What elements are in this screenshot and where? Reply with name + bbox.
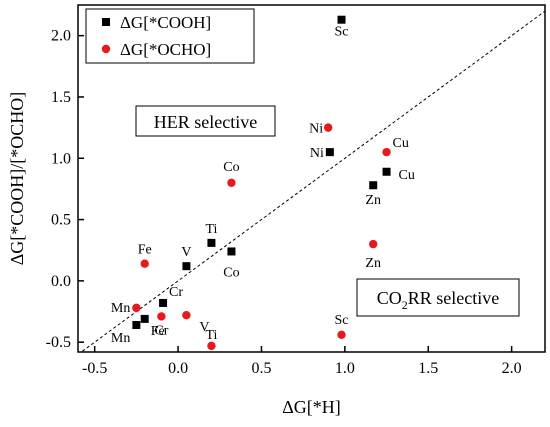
y-tick-label: 0.5 [51, 212, 71, 229]
cooh-point-marker [369, 181, 378, 190]
cooh-point-label: Ti [205, 222, 217, 237]
ocho-point-marker [369, 239, 378, 249]
ocho-point-marker [207, 341, 216, 351]
ocho-point-label: Cu [393, 136, 409, 151]
cooh-point-label: Ni [310, 146, 324, 161]
plot-content [80, 10, 545, 352]
ocho-point-label: Mn [111, 301, 130, 316]
cooh-point-label: Co [223, 265, 239, 280]
cooh-point-label: Cu [399, 168, 415, 183]
her-selective-box [135, 105, 276, 137]
x-axis-label: ΔG[*H] [282, 397, 341, 417]
cooh-point-marker [159, 298, 168, 307]
ocho-point-marker [323, 123, 333, 132]
legend-frame [85, 8, 255, 64]
x-tick-label: 0.0 [168, 360, 188, 377]
co2rr-selective-label: CO2RR selective [377, 288, 500, 312]
x-tick-label: 0.5 [251, 360, 271, 377]
ocho-point-marker [140, 259, 149, 268]
ocho-point-marker [382, 147, 391, 157]
cooh-point-marker [182, 262, 191, 271]
plot-frame [77, 4, 546, 353]
ocho-point-marker [182, 311, 191, 320]
y-tick-label: -0.5 [46, 334, 71, 351]
cooh-point-label: Sc [335, 25, 349, 40]
co2rr-subscript: 2 [402, 298, 408, 312]
diagonal-reference-line [80, 10, 545, 352]
co2rr-prefix: CO [377, 288, 402, 308]
ocho-point-label: Fe [138, 243, 152, 258]
ocho-point-label: Sc [335, 313, 349, 328]
legend-label-cooh: ΔG[*COOH] [120, 13, 211, 32]
ocho-point-label: Ti [205, 328, 217, 343]
y-axis-label: ΔG[*COOH]/[*OCHO] [7, 92, 27, 266]
her-selective-label: HER selective [154, 112, 257, 132]
legend-label-ocho: ΔG[*OCHO] [120, 40, 211, 59]
ocho-point-marker [132, 303, 141, 313]
y-tick-label: 1.5 [51, 89, 71, 106]
cooh-point-label: Zn [365, 193, 381, 208]
cooh-point-marker [227, 247, 236, 256]
axis-ticks: -0.5 0.0 0.5 1.0 1.5 2.0 -0.5 0.0 0.5 1.0 1.5 2.0 [46, 28, 522, 377]
cooh-point-marker [382, 167, 391, 176]
ocho-point-marker [227, 178, 236, 187]
cooh-point-marker [207, 238, 216, 247]
co2rr-selective-box [356, 278, 520, 317]
cooh-point-marker [132, 321, 141, 330]
cooh-point-label: Mn [111, 331, 130, 346]
ocho-point-label: Zn [365, 256, 381, 271]
y-tick-label: 0.0 [51, 273, 71, 290]
cooh-point-label: Cr [169, 285, 183, 300]
x-tick-label: 2.0 [502, 360, 522, 377]
cooh-point-label: V [181, 245, 191, 260]
co2rr-selective-annotation: CO2RR selective [356, 278, 520, 317]
her-selective-annotation: HER selective [135, 105, 276, 137]
y-tick-label: 1.0 [51, 150, 71, 167]
cooh-point-label: Fe [151, 324, 165, 339]
legend-square-marker [102, 18, 110, 26]
x-tick-label: 1.5 [418, 360, 438, 377]
x-tick-label: 1.0 [335, 360, 355, 377]
ocho-point-label: Co [223, 160, 239, 175]
ocho-point-marker [337, 330, 346, 340]
ocho-point-label: V [199, 320, 209, 335]
x-tick-label: -0.5 [82, 360, 107, 377]
ocho-point-marker [157, 312, 166, 321]
cooh-point-marker [140, 314, 149, 323]
cooh-point-marker [337, 15, 346, 24]
ocho-point-label: Ni [309, 122, 323, 137]
cooh-point-marker [325, 148, 334, 157]
ocho-point-label: Cr [154, 323, 168, 338]
co2rr-suffix: RR selective [408, 288, 499, 308]
legend-circle-marker [101, 44, 111, 54]
y-tick-label: 2.0 [51, 28, 71, 45]
legend: ΔG[*COOH] ΔG[*OCHO] [85, 8, 255, 64]
